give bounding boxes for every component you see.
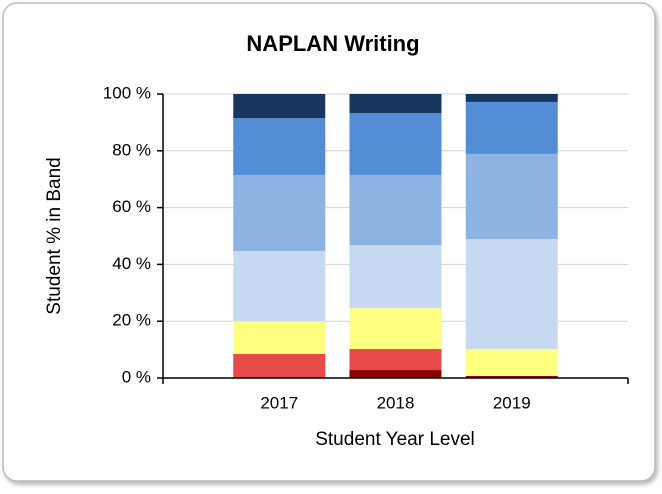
- y-tick-label: 100 %: [103, 83, 151, 102]
- bar-segment: [349, 245, 442, 309]
- bar-segment: [465, 101, 558, 154]
- bar-segment: [233, 174, 326, 252]
- x-tick-label: 2019: [493, 393, 531, 412]
- x-tick-label: 2017: [260, 393, 298, 412]
- bar-segment: [233, 251, 326, 322]
- bar-segment: [233, 353, 326, 378]
- x-axis-label: Student Year Level: [315, 429, 475, 450]
- bar-segment: [349, 370, 442, 378]
- bar-segment: [349, 308, 442, 350]
- bar-segment: [233, 321, 326, 354]
- y-axis-label: Student % in Band: [44, 157, 65, 314]
- bar-segment: [465, 94, 558, 102]
- y-tick-label: 40 %: [112, 254, 151, 273]
- y-tick-label: 20 %: [112, 311, 151, 330]
- y-tick-label: 80 %: [112, 140, 151, 159]
- bar-segment: [465, 349, 558, 377]
- bars: [233, 94, 558, 378]
- axes: 0 % 20 % 40 % 60 % 80 % 100 % 2017 2018 2019: [103, 83, 629, 412]
- bar-segment: [349, 174, 442, 246]
- bar-segment: [465, 239, 558, 350]
- bar-segment: [349, 349, 442, 371]
- bar-segment: [349, 113, 442, 175]
- bar-segment: [233, 118, 326, 175]
- bar-segment: [465, 376, 558, 378]
- bar-segment: [233, 94, 326, 119]
- y-tick-label: 60 %: [112, 197, 151, 216]
- bar-segment: [349, 94, 442, 114]
- chart-title: NAPLAN Writing: [246, 31, 419, 56]
- y-tick-label: 0 %: [122, 367, 151, 386]
- x-tick-label: 2018: [377, 393, 415, 412]
- bar-segment: [465, 153, 558, 240]
